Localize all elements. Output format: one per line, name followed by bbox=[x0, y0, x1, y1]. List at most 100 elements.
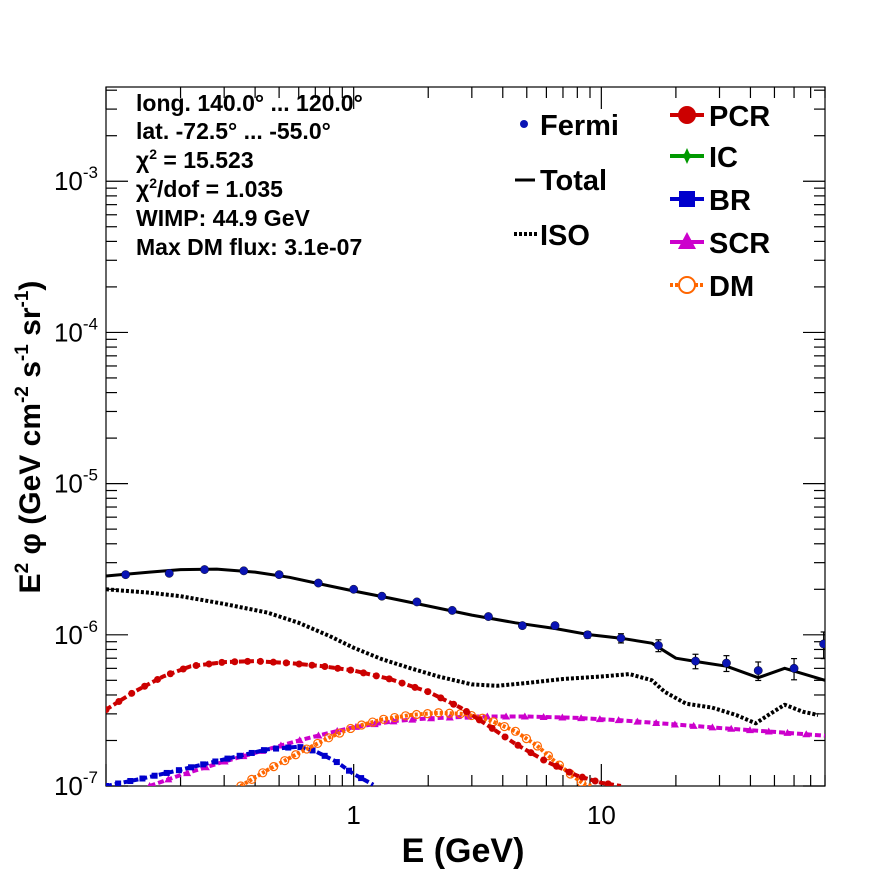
y-tick-labels: 10-7 10-6 10-5 10-4 10-3 bbox=[54, 163, 98, 801]
pcr-marker bbox=[385, 675, 393, 683]
dm-marker bbox=[378, 714, 389, 724]
pcr-marker bbox=[475, 716, 483, 724]
legend-ic-marker bbox=[679, 148, 695, 164]
br-marker bbox=[127, 778, 134, 785]
pcr-series bbox=[106, 657, 622, 786]
plot-frame bbox=[105, 86, 826, 787]
scr-marker bbox=[727, 724, 736, 732]
pcr-marker bbox=[153, 675, 161, 683]
dm-marker bbox=[532, 741, 543, 751]
dm-marker bbox=[324, 733, 334, 743]
dm-marker bbox=[269, 761, 279, 772]
dm-marker bbox=[280, 756, 290, 766]
y-tick-label: 10-4 bbox=[54, 314, 98, 347]
scr-marker bbox=[520, 712, 529, 720]
scr-marker bbox=[558, 713, 567, 721]
scr-marker bbox=[408, 715, 417, 723]
pcr-marker bbox=[334, 664, 342, 672]
dm-marker bbox=[400, 711, 411, 721]
pcr-marker bbox=[282, 659, 290, 667]
legend-dm-marker bbox=[678, 276, 696, 294]
legend-dm-label: DM bbox=[709, 271, 754, 303]
scr-marker bbox=[745, 726, 754, 734]
legend-right: PCR IC BR SCR DM bbox=[670, 101, 770, 303]
dm-marker bbox=[422, 709, 433, 719]
br-marker bbox=[163, 769, 170, 776]
dm-marker bbox=[357, 720, 367, 730]
legend-scr-label: SCR bbox=[709, 228, 770, 260]
info-long: long. 140.0° ... 120.0° bbox=[136, 90, 363, 116]
dm-marker bbox=[302, 744, 312, 754]
legend-ic-label: IC bbox=[709, 142, 738, 174]
pcr-marker bbox=[179, 665, 187, 673]
br-marker bbox=[248, 749, 255, 756]
br-marker bbox=[139, 775, 146, 782]
info-wimp: WIMP: 44.9 GeV bbox=[136, 205, 310, 231]
dm-marker bbox=[291, 750, 301, 760]
fermi-point bbox=[550, 621, 560, 631]
br-marker bbox=[106, 783, 109, 786]
x-axis-title: E (GeV) bbox=[402, 832, 525, 870]
y-tick-label: 10-5 bbox=[54, 466, 98, 499]
fermi-point bbox=[164, 568, 174, 578]
pcr-marker bbox=[488, 724, 496, 732]
pcr-marker bbox=[115, 697, 123, 705]
iso-line bbox=[106, 587, 819, 726]
br-marker bbox=[309, 747, 316, 754]
br-marker bbox=[200, 761, 207, 768]
y-tick-label: 10-7 bbox=[54, 768, 98, 801]
dm-marker bbox=[368, 717, 378, 727]
scr-marker bbox=[633, 717, 642, 725]
pcr-marker bbox=[450, 700, 458, 708]
pcr-marker bbox=[411, 683, 419, 691]
dm-marker bbox=[346, 723, 356, 734]
br-marker bbox=[345, 767, 352, 774]
dm-marker bbox=[510, 726, 521, 736]
legend-br-label: BR bbox=[709, 185, 751, 217]
pcr-marker bbox=[308, 661, 316, 669]
dm-marker bbox=[521, 733, 532, 744]
legend-pcr-label: PCR bbox=[709, 101, 770, 133]
fermi-point bbox=[753, 666, 763, 675]
pcr-marker bbox=[166, 670, 174, 678]
total-series bbox=[106, 567, 825, 682]
pcr-marker bbox=[437, 694, 445, 702]
dm-marker bbox=[433, 708, 444, 718]
info-chi2: χ2 = 15.523 bbox=[136, 146, 254, 173]
fermi-point bbox=[819, 639, 825, 649]
dm-marker bbox=[543, 751, 554, 761]
dm-marker bbox=[313, 738, 323, 749]
fermi-point bbox=[616, 633, 626, 643]
info-chi2-dof: χ2/dof = 1.035 bbox=[136, 175, 283, 202]
pcr-marker bbox=[256, 657, 264, 665]
fermi-point bbox=[722, 658, 731, 668]
scr-marker bbox=[764, 727, 773, 735]
y-tick-label: 10-6 bbox=[54, 617, 98, 650]
pcr-marker bbox=[540, 756, 548, 764]
scr-marker bbox=[389, 717, 398, 725]
fermi-point bbox=[447, 606, 457, 615]
pcr-marker bbox=[514, 741, 522, 749]
fermi-point bbox=[274, 570, 284, 580]
scr-marker bbox=[652, 719, 661, 727]
info-lat: lat. -72.5° ... -55.0° bbox=[136, 118, 331, 144]
legend-left: Fermi Total ISO bbox=[514, 110, 619, 252]
br-marker bbox=[285, 744, 292, 751]
scr-marker bbox=[183, 769, 192, 777]
scr-marker bbox=[370, 720, 379, 728]
fermi-point bbox=[377, 591, 387, 601]
dm-marker bbox=[389, 712, 400, 723]
scr-marker bbox=[539, 713, 548, 721]
br-marker bbox=[224, 755, 231, 762]
fermi-point bbox=[654, 641, 663, 650]
fermi-point bbox=[517, 621, 527, 631]
legend-scr-marker bbox=[678, 232, 696, 249]
dm-marker bbox=[335, 728, 345, 738]
legend-pcr-marker bbox=[678, 106, 696, 124]
dm-marker bbox=[236, 781, 246, 786]
total-line bbox=[106, 567, 825, 682]
dm-marker bbox=[444, 708, 455, 718]
br-marker bbox=[188, 764, 195, 771]
x-tick-labels: 1 10 bbox=[346, 800, 615, 830]
pcr-marker bbox=[462, 707, 470, 715]
